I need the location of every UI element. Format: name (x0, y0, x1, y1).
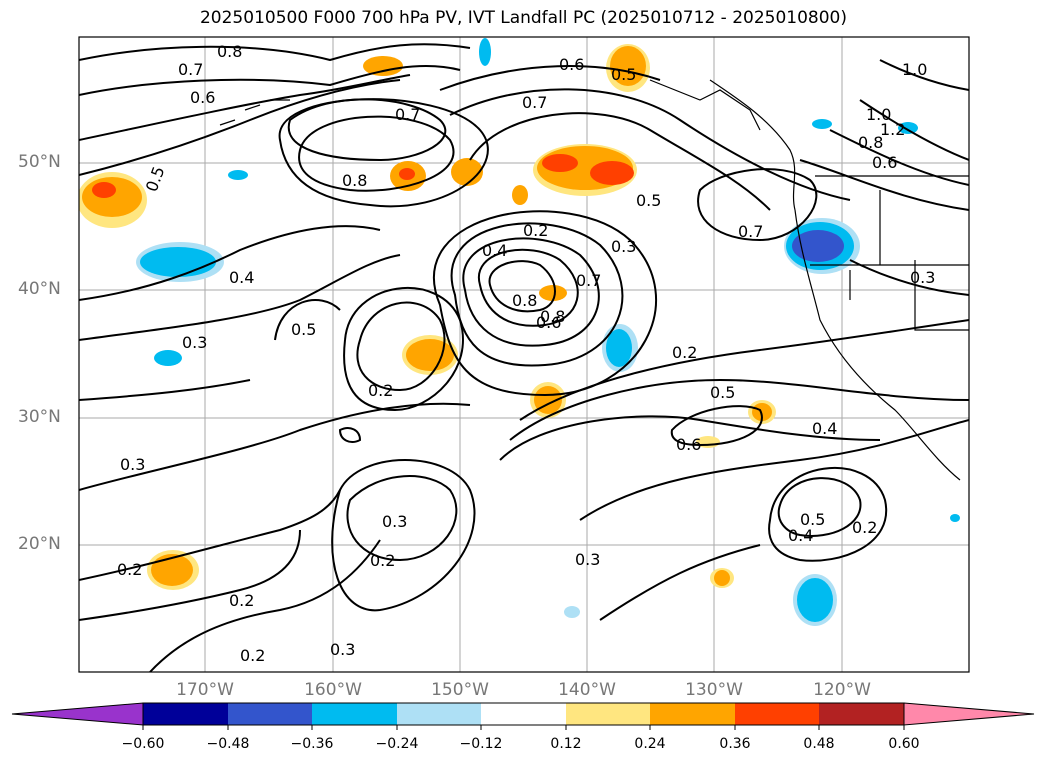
contour-label: 0.8 (858, 133, 883, 152)
contour-label: 0.7 (522, 93, 547, 112)
contour-label: 0.2 (370, 551, 395, 570)
contour-label: 0.6 (559, 55, 584, 74)
contour-label: 0.2 (240, 646, 265, 665)
contour-label: 0.7 (738, 222, 763, 241)
colorbar-segment (566, 703, 650, 725)
contour-label: 0.4 (812, 419, 837, 438)
pc-shading (79, 38, 960, 626)
contour-label: 1.2 (880, 120, 905, 139)
colorbar-tick-label: 0.36 (719, 736, 751, 752)
contour-label: 0.2 (852, 518, 877, 537)
colorbar-tick-label: −0.24 (375, 736, 419, 752)
contour-label: 0.5 (142, 164, 169, 194)
contour-label: 0.4 (482, 241, 507, 260)
map-frame (78, 36, 970, 673)
contour-label: 0.4 (788, 526, 813, 545)
contour-label: 1.0 (902, 60, 927, 79)
contour-label: 0.7 (395, 105, 420, 124)
colorbar-segment (735, 703, 819, 725)
lon-label: 120°W (813, 680, 871, 700)
colorbar-segment (819, 703, 904, 725)
contour-label: 0.2 (523, 221, 548, 240)
lat-label: 20°N (18, 534, 61, 554)
lon-label: 150°W (431, 680, 489, 700)
colorbar-tick-label: 0.24 (634, 736, 666, 752)
contour-label: 0.8 (540, 307, 565, 326)
colorbar-tick-label: −0.12 (459, 736, 503, 752)
colorbar-tick-label: 0.60 (888, 736, 920, 752)
colorbar-tick-label: −0.60 (121, 736, 165, 752)
colorbar-tick-label: −0.36 (290, 736, 334, 752)
contour-label: 1.0 (866, 105, 891, 124)
lon-label: 130°W (685, 680, 743, 700)
colorbar-segment (481, 703, 566, 725)
coastline (219, 79, 969, 481)
contour-label: 0.7 (576, 271, 601, 290)
contour-label: 0.3 (575, 550, 600, 569)
contour-label: 0.3 (330, 640, 355, 659)
colorbar-segment (312, 703, 397, 725)
contour-label: 0.8 (512, 291, 537, 310)
contour-label: 0.2 (117, 560, 142, 579)
lat-label: 40°N (18, 279, 61, 299)
lon-label: 140°W (558, 680, 616, 700)
contour-label: 0.5 (636, 191, 661, 210)
contour-label: 0.5 (710, 383, 735, 402)
contour-label: 0.5 (800, 510, 825, 529)
colorbar-tick-label: 0.48 (803, 736, 835, 752)
contour-label: 0.3 (611, 237, 636, 256)
contour-label: 0.2 (368, 381, 393, 400)
colorbar (11, 702, 1035, 730)
colorbar-segment (650, 703, 735, 725)
contour-label: 0.7 (178, 60, 203, 79)
contour-label: 0.5 (291, 320, 316, 339)
lat-label: 50°N (18, 152, 61, 172)
contour-label: 0.3 (910, 268, 935, 287)
colorbar-low-extend (11, 702, 144, 726)
lon-label: 170°W (176, 680, 234, 700)
colorbar-tick-label: 0.12 (550, 736, 582, 752)
contour-label: 0.6 (872, 153, 897, 172)
contour-label: 0.3 (182, 333, 207, 352)
contour-label: 0.4 (229, 268, 254, 287)
pv-contours (79, 43, 969, 672)
colorbar-high-extend (903, 702, 1035, 726)
colorbar-tick-label: −0.48 (206, 736, 250, 752)
lat-label: 30°N (18, 407, 61, 427)
contour-label: 0.6 (536, 313, 561, 332)
contour-label: 0.3 (120, 455, 145, 474)
contour-label: 0.6 (190, 88, 215, 107)
contour-label: 0.2 (229, 591, 254, 610)
contour-label-layer: 0.8 0.7 0.6 0.5 0.8 0.7 0.6 0.5 1.0 1.0 … (117, 42, 935, 665)
colorbar-segment (228, 703, 312, 725)
colorbar-segment (143, 703, 228, 725)
colorbar-segment (397, 703, 481, 725)
contour-label: 0.2 (672, 343, 697, 362)
contour-label: 0.3 (382, 512, 407, 531)
contour-label: 0.6 (676, 435, 701, 454)
map-title: 2025010500 F000 700 hPa PV, IVT Landfall… (199, 8, 847, 28)
lon-label: 160°W (304, 680, 362, 700)
contour-label: 0.8 (342, 171, 367, 190)
contour-label: 0.5 (611, 65, 636, 84)
contour-label: 0.8 (217, 42, 242, 61)
